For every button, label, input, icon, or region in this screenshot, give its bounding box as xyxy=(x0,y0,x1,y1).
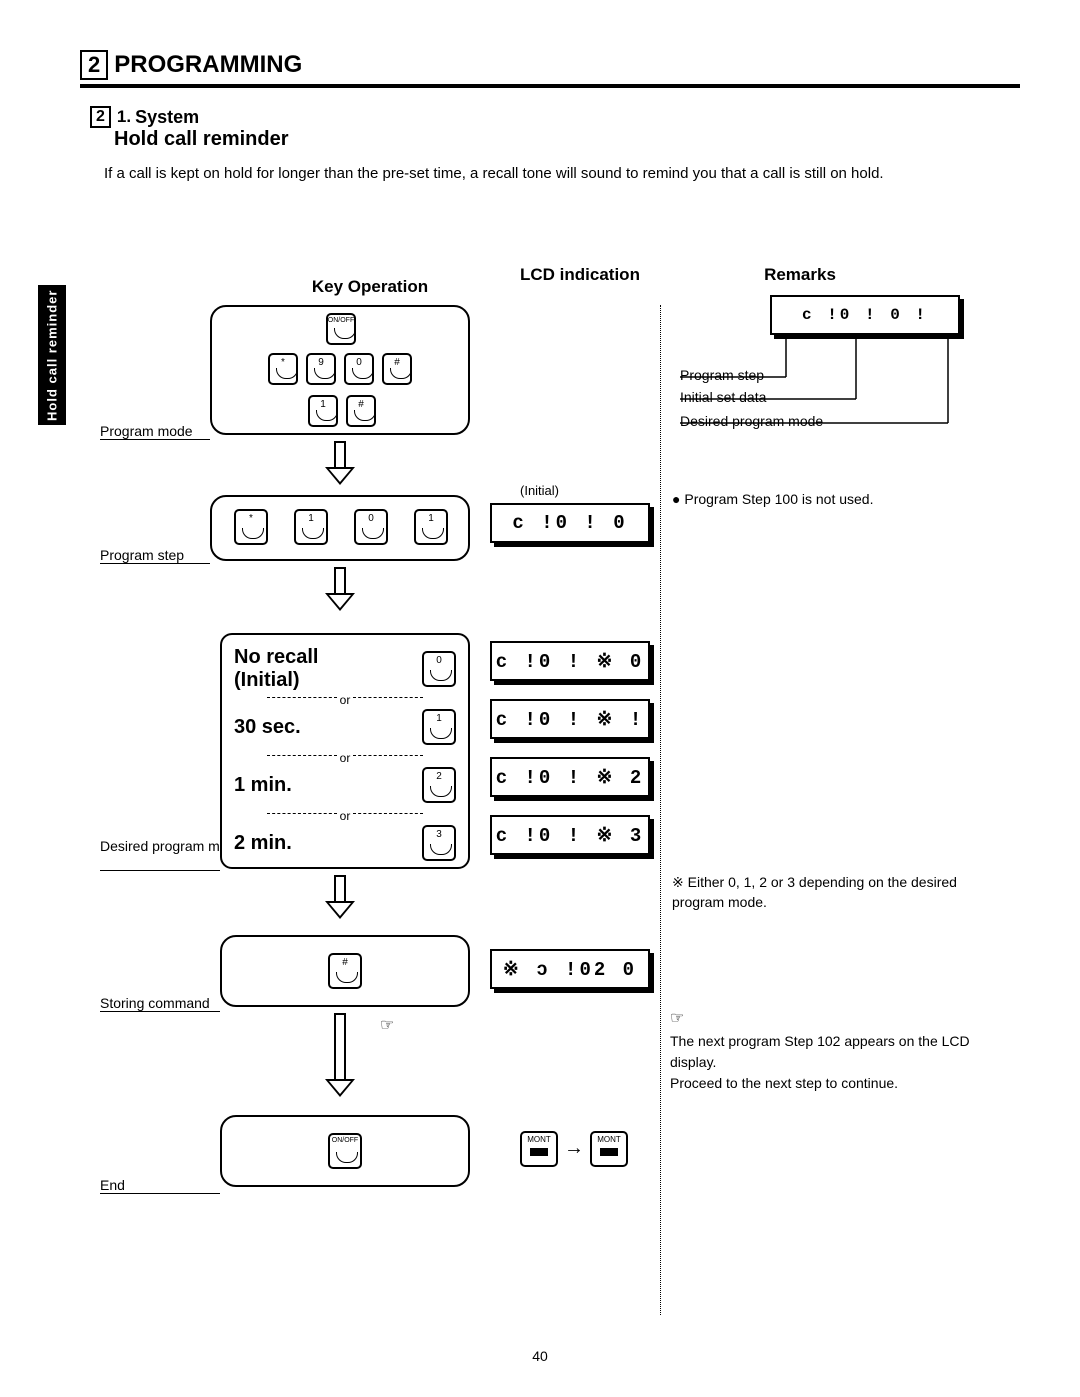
mont-1: MONT xyxy=(520,1131,558,1167)
col-remarks: Remarks xyxy=(730,265,870,285)
lcd-opt-1: c !0 ! ※ ! xyxy=(490,699,650,739)
key-store[interactable]: # xyxy=(328,953,362,989)
remark-note-3a: The next program Step 102 appears on the… xyxy=(670,1033,970,1070)
opt-2-key[interactable]: 2 xyxy=(422,767,456,803)
or-3: or xyxy=(250,809,440,819)
mont-1-label: MONT xyxy=(527,1135,551,1144)
opt-3-label: 2 min. xyxy=(234,832,292,855)
arrow-1 xyxy=(325,441,355,487)
subhead-title-1: System xyxy=(135,107,199,128)
key-step-0[interactable]: 0 xyxy=(354,509,388,545)
opt-row-0: No recall (Initial) 0 xyxy=(234,645,456,693)
mont-2-label: MONT xyxy=(597,1135,621,1144)
section-title: PROGRAMMING xyxy=(114,51,302,79)
or-1: or xyxy=(250,693,440,703)
opt-row-3: 2 min. 3 xyxy=(234,819,456,867)
keybox-program-step: * 1 0 1 xyxy=(210,495,470,561)
key-9[interactable]: 9 xyxy=(306,353,336,385)
col-key-operation: Key Operation xyxy=(290,277,450,297)
key-step-star[interactable]: * xyxy=(234,509,268,545)
lcd-opt-0: c !0 ! ※ 0 xyxy=(490,641,650,681)
remark-ps: Program step xyxy=(680,367,764,383)
options-box: No recall (Initial) 0 or 30 sec. 1 or 1 … xyxy=(220,633,470,869)
remark-dpm: Desired program mode xyxy=(680,413,823,429)
opt-row-1: 30 sec. 1 xyxy=(234,703,456,751)
arrow-3 xyxy=(325,875,355,921)
subhead-title-2: Hold call reminder xyxy=(114,128,1020,151)
divider xyxy=(660,305,661,1315)
opt-0-key[interactable]: 0 xyxy=(422,651,456,687)
subhead-index: 1. xyxy=(117,107,131,127)
key-1[interactable]: 1 xyxy=(308,395,338,427)
lcd-opt-2: c !0 ! ※ 2 xyxy=(490,757,650,797)
label-desired-mode: Desired program mode xyxy=(100,838,220,871)
opt-1-label: 30 sec. xyxy=(234,716,301,739)
keybox-end: ON/OFF xyxy=(220,1115,470,1187)
lcd-initial-label: (Initial) xyxy=(520,483,559,498)
page: 2 PROGRAMMING 2 1. System Hold call remi… xyxy=(80,50,1020,192)
label-program-mode: Program mode xyxy=(100,423,210,440)
arrow-2 xyxy=(325,567,355,613)
key-star[interactable]: * xyxy=(268,353,298,385)
pointer-icon: ☞ xyxy=(380,1015,394,1035)
key-0[interactable]: 0 xyxy=(344,353,374,385)
opt-1-key[interactable]: 1 xyxy=(422,709,456,745)
key-onoff[interactable]: ON/OFF xyxy=(326,313,356,345)
arrow-4 xyxy=(325,1013,355,1103)
or-2: or xyxy=(250,751,440,761)
lcd-initial: c !0 ! 0 xyxy=(490,503,650,543)
key-step-1b[interactable]: 1 xyxy=(414,509,448,545)
subhead-block: 2 1. System Hold call reminder xyxy=(90,106,1020,151)
lcd-opt-3: c !0 ! ※ 3 xyxy=(490,815,650,855)
lcd-store: ※ ɔ !02 0 xyxy=(490,949,650,989)
key-step-1[interactable]: 1 xyxy=(294,509,328,545)
opt-0-label1: No recall xyxy=(234,646,318,669)
remark-note-3: ☞ The next program Step 102 appears on t… xyxy=(670,1007,970,1094)
remark-note-2: ※ Either 0, 1, 2 or 3 depending on the d… xyxy=(672,873,972,912)
remark-note-3b: Proceed to the next step to continue. xyxy=(670,1075,898,1091)
section-number: 2 xyxy=(80,50,108,80)
remark-isd: Initial set data xyxy=(680,389,766,405)
side-tab: Hold call reminder xyxy=(38,285,66,425)
remark-note-1: ● Program Step 100 is not used. xyxy=(672,491,962,507)
intro-text: If a call is kept on hold for longer tha… xyxy=(104,163,1020,184)
label-end: End xyxy=(100,1177,220,1194)
arrow-right-icon: → xyxy=(564,1137,584,1160)
key-hash-2[interactable]: # xyxy=(346,395,376,427)
pointer-icon-2: ☞ xyxy=(670,1010,684,1027)
opt-0-label2: (Initial) xyxy=(234,669,318,692)
page-number: 40 xyxy=(0,1348,1080,1364)
keybox-program-mode: ON/OFF * 9 0 # 1 # xyxy=(210,305,470,435)
section-header: 2 PROGRAMMING xyxy=(80,50,1020,88)
subhead-line-1: 2 1. System xyxy=(90,106,1020,128)
remark-note-1-text: Program Step 100 is not used. xyxy=(684,491,873,507)
opt-row-2: 1 min. 2 xyxy=(234,761,456,809)
label-storing: Storing command xyxy=(100,995,220,1012)
keybox-storing: # xyxy=(220,935,470,1007)
opt-2-label: 1 min. xyxy=(234,774,292,797)
label-program-step: Program step xyxy=(100,547,210,564)
mont-2: MONT xyxy=(590,1131,628,1167)
key-hash[interactable]: # xyxy=(382,353,412,385)
key-end[interactable]: ON/OFF xyxy=(328,1133,362,1169)
col-lcd: LCD indication xyxy=(510,265,650,285)
subhead-number: 2 xyxy=(90,106,111,128)
opt-3-key[interactable]: 3 xyxy=(422,825,456,861)
